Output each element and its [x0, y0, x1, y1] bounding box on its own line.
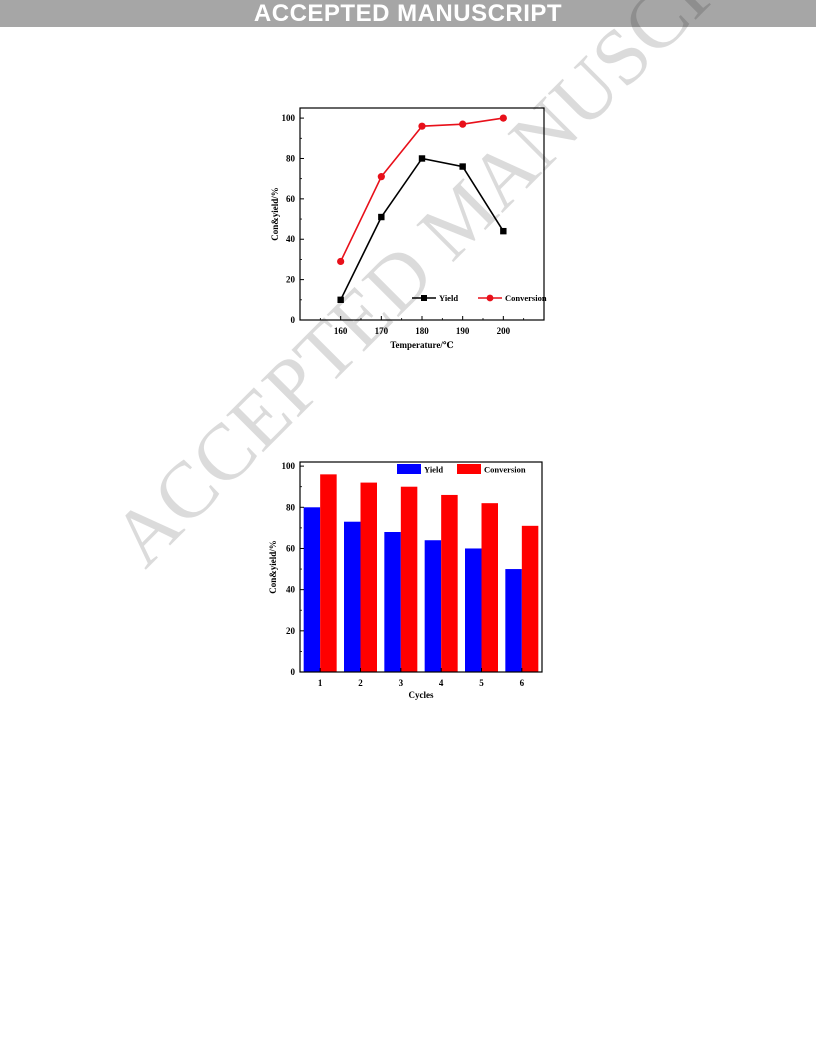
yield-point	[337, 296, 344, 304]
x-tick-label: 1	[318, 678, 323, 688]
x-tick-label: 5	[479, 678, 484, 688]
series-line-conversion	[339, 117, 504, 262]
legend-marker	[486, 294, 494, 302]
x-tick-label: 180	[415, 326, 429, 336]
bar-yield-cycle-2	[344, 521, 361, 672]
legend-marker	[421, 295, 427, 301]
bar-conversion-cycle-4	[441, 494, 458, 672]
conversion-point	[337, 257, 345, 266]
plot-frame	[299, 107, 545, 321]
y-tick-label: 0	[291, 315, 296, 325]
x-axis-label: Cycles	[409, 690, 434, 700]
manuscript-banner: ACCEPTED MANUSCRIPT	[0, 0, 816, 27]
bar-conversion-cycle-3	[400, 486, 418, 672]
yield-point	[500, 227, 507, 235]
bar-conversion-cycle-5	[481, 503, 498, 672]
legend-swatch	[457, 464, 481, 474]
x-tick-label: 6	[520, 678, 525, 688]
x-tick-label: 3	[399, 678, 404, 688]
bar-conversion-cycle-1	[320, 474, 337, 672]
bar-conversion-cycle-6	[521, 525, 539, 672]
temperature-line-chart: 0 20 40 60 80 100 160 170 180 190 200 Temperature/℃…	[270, 107, 547, 350]
y-tick-label: 100	[282, 113, 296, 123]
bar-yield-cycle-5	[465, 548, 482, 672]
yield-point	[378, 213, 385, 221]
bar-conversion-cycle-2	[360, 482, 377, 672]
legend-swatch	[397, 464, 421, 474]
conversion-point	[377, 173, 385, 181]
y-tick-label: 60	[286, 194, 296, 204]
legend-label: Yield	[439, 293, 458, 303]
y-tick-label: 40	[286, 234, 296, 244]
legend-label: Yield	[424, 465, 443, 475]
y-tick-label: 100	[282, 461, 296, 471]
conversion-point	[459, 120, 467, 128]
yield-point	[459, 163, 466, 170]
x-tick-label: 190	[456, 326, 470, 336]
y-tick-label: 80	[286, 153, 296, 163]
legend-label: Conversion	[484, 465, 526, 475]
cycles-bar-chart: 0 20 40 60 80 100 1 2 3 4 5 6 Cycles Con&yield/% Yield…	[268, 461, 543, 700]
x-tick-label: 200	[497, 326, 511, 336]
y-tick-label: 80	[286, 502, 296, 512]
x-tick-label: 160	[334, 326, 348, 336]
x-tick-label: 2	[358, 678, 363, 688]
x-axis-label: Temperature/℃	[390, 340, 453, 350]
bar-yield-cycle-4	[424, 540, 442, 672]
yield-point	[418, 155, 426, 162]
y-tick-label: 40	[286, 585, 296, 595]
conversion-point	[499, 114, 507, 122]
legend-label: Conversion	[505, 293, 547, 303]
y-tick-label: 60	[286, 543, 296, 553]
series-line-yield	[339, 157, 505, 301]
bar-yield-cycle-1	[303, 507, 321, 672]
conversion-point	[418, 122, 426, 130]
x-tick-label: 4	[439, 678, 444, 688]
bar-yield-cycle-6	[505, 569, 522, 672]
banner-text: ACCEPTED MANUSCRIPT	[253, 0, 563, 27]
y-tick-label: 20	[286, 626, 296, 636]
y-tick-label: 0	[291, 667, 296, 677]
y-tick-label: 20	[286, 275, 296, 285]
plot-frame	[299, 461, 543, 673]
y-axis-label: Con&yield/%	[270, 187, 280, 241]
x-tick-label: 170	[375, 326, 389, 336]
bar-yield-cycle-3	[384, 532, 401, 672]
y-axis-label: Con&yield/%	[268, 540, 278, 594]
